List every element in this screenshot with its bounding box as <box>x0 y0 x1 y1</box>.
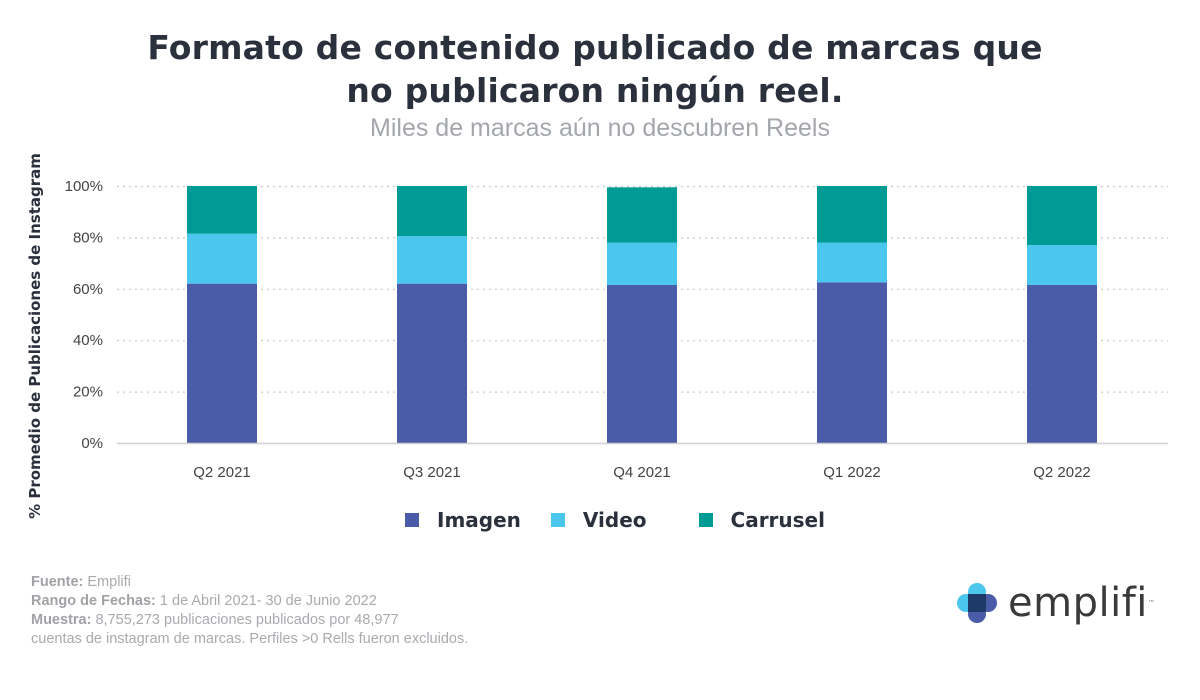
y-tick-label: 80% <box>73 229 103 246</box>
chart-subtitle: Miles de marcas aún no descubren Reels <box>370 114 830 142</box>
legend-item-video: Video <box>550 508 647 532</box>
legend-label: Imagen <box>437 508 521 532</box>
bar-carrusel-q3-2021 <box>397 186 467 237</box>
chart-title-line1: Formato de contenido publicado de marcas… <box>147 28 1043 67</box>
bar-video-q3-2021 <box>397 236 467 284</box>
bar-carrusel-q2-2022 <box>1027 186 1097 246</box>
gridlines <box>117 185 1168 393</box>
trademark: ™ <box>1147 599 1156 607</box>
bar-video-q2-2021 <box>187 233 257 284</box>
footer-notes: Fuente: Emplifi Rango de Fechas: 1 de Ab… <box>31 573 468 649</box>
x-tick-label: Q2 2021 <box>193 464 251 481</box>
legend: Imagen Video Carrusel <box>405 508 855 532</box>
sample-label: Muestra: <box>31 612 92 628</box>
legend-item-imagen: Imagen <box>405 508 521 532</box>
legend-swatch-carrusel <box>698 513 713 527</box>
bar-imagen-q1-2022 <box>817 282 887 443</box>
range-label: Rango de Fechas: <box>31 593 156 609</box>
chart-title-line2: no publicaron ningún reel. <box>346 71 844 110</box>
sample-value: 8,755,273 publicaciones publicados por 4… <box>95 612 399 628</box>
footer-date-range: Rango de Fechas: 1 de Abril 2021- 30 de … <box>31 592 468 611</box>
bar-imagen-q3-2021 <box>397 283 467 443</box>
legend-swatch-imagen <box>405 513 419 527</box>
footer-sample-line2: cuentas de instagram de marcas. Perfiles… <box>31 631 469 647</box>
footer-sample: Muestra: 8,755,273 publicaciones publica… <box>31 611 468 630</box>
x-tick-label: Q3 2021 <box>403 464 461 481</box>
emplifi-logo: emplifi™ <box>956 582 1155 624</box>
legend-item-carrusel: Carrusel <box>698 508 825 532</box>
bar-carrusel-q4-2021 <box>607 187 677 243</box>
bar-imagen-q4-2021 <box>607 284 677 443</box>
y-tick-label: 100% <box>65 178 103 195</box>
range-value: 1 de Abril 2021- 30 de Junio 2022 <box>159 593 377 609</box>
x-tick-label: Q2 2022 <box>1033 464 1091 481</box>
legend-label: Video <box>582 508 647 532</box>
y-tick-label: 40% <box>73 332 103 349</box>
x-tick-label: Q1 2022 <box>823 464 881 481</box>
bar-video-q4-2021 <box>607 242 677 285</box>
bar-carrusel-q1-2022 <box>817 186 887 243</box>
y-tick-label: 60% <box>73 281 103 298</box>
emplifi-logo-icon <box>957 583 997 623</box>
x-axis-ticks: Q2 2021 Q3 2021 Q4 2021 Q1 2022 Q2 2022 <box>193 464 1091 481</box>
bar-video-q1-2022 <box>817 242 887 283</box>
bars <box>187 186 1097 443</box>
legend-label: Carrusel <box>730 508 825 532</box>
bar-video-q2-2022 <box>1027 245 1097 285</box>
bar-carrusel-q2-2021 <box>187 186 257 234</box>
bar-imagen-q2-2022 <box>1027 284 1097 443</box>
y-tick-label: 0% <box>81 435 103 452</box>
x-tick-label: Q4 2021 <box>613 464 671 481</box>
y-axis-ticks: 0% 20% 40% 60% 80% 100% <box>65 178 103 452</box>
source-label: Fuente: <box>31 574 84 590</box>
emplifi-logo-text: emplifi™ <box>1008 583 1155 623</box>
logo-wordmark: emplifi <box>1008 580 1148 626</box>
bar-imagen-q2-2021 <box>187 283 257 443</box>
chart-title: Formato de contenido publicado de marcas… <box>0 26 1190 112</box>
legend-swatch-video <box>550 513 565 527</box>
y-tick-label: 20% <box>73 384 103 401</box>
footer-source: Fuente: Emplifi <box>31 573 468 592</box>
source-value: Emplifi <box>87 574 131 590</box>
